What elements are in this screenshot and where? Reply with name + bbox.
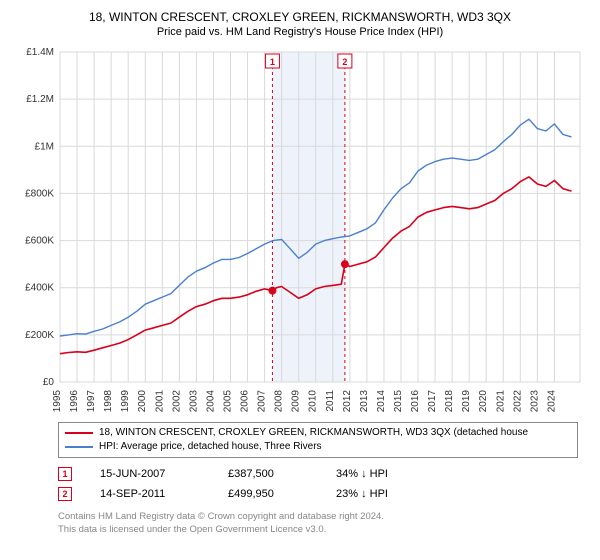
title-address: 18, WINTON CRESCENT, CROXLEY GREEN, RICK… — [10, 10, 590, 24]
sales-row: 2 14-SEP-2011 £499,950 23% ↓ HPI — [58, 484, 578, 504]
sale-marker-box: 2 — [58, 487, 72, 501]
svg-text:2002: 2002 — [171, 390, 182, 413]
svg-text:1998: 1998 — [103, 390, 114, 413]
svg-text:1999: 1999 — [120, 390, 131, 413]
sale-marker-box: 1 — [58, 467, 72, 481]
svg-text:£400K: £400K — [25, 283, 54, 294]
legend-box: 18, WINTON CRESCENT, CROXLEY GREEN, RICK… — [58, 422, 578, 458]
sale-hpi-delta: 34% ↓ HPI — [336, 464, 426, 484]
svg-text:£0: £0 — [43, 377, 55, 388]
legend-label: 18, WINTON CRESCENT, CROXLEY GREEN, RICK… — [99, 426, 528, 440]
sale-price: £387,500 — [228, 464, 308, 484]
svg-text:£1.4M: £1.4M — [26, 47, 54, 58]
svg-text:2024: 2024 — [546, 390, 557, 413]
svg-text:2017: 2017 — [427, 390, 438, 413]
legend-row: 18, WINTON CRESCENT, CROXLEY GREEN, RICK… — [65, 426, 571, 440]
svg-text:2011: 2011 — [325, 390, 336, 412]
titles: 18, WINTON CRESCENT, CROXLEY GREEN, RICK… — [10, 10, 590, 38]
svg-text:2022: 2022 — [512, 390, 523, 413]
sale-date: 15-JUN-2007 — [100, 464, 200, 484]
svg-text:£1.2M: £1.2M — [26, 94, 54, 105]
svg-text:2001: 2001 — [154, 390, 165, 413]
svg-text:2000: 2000 — [137, 390, 148, 413]
svg-text:2012: 2012 — [342, 390, 353, 413]
svg-text:2015: 2015 — [393, 390, 404, 413]
svg-text:1995: 1995 — [52, 390, 63, 413]
sales-table: 1 15-JUN-2007 £387,500 34% ↓ HPI 2 14-SEP-201… — [58, 464, 578, 504]
sale-date: 14-SEP-2011 — [100, 484, 200, 504]
svg-text:2004: 2004 — [205, 390, 216, 413]
svg-text:2009: 2009 — [291, 390, 302, 413]
svg-text:2007: 2007 — [257, 390, 268, 413]
sales-row: 1 15-JUN-2007 £387,500 34% ↓ HPI — [58, 464, 578, 484]
svg-text:1: 1 — [270, 57, 275, 67]
footer-line1: Contains HM Land Registry data © Crown c… — [58, 510, 578, 523]
svg-text:2020: 2020 — [478, 390, 489, 413]
svg-text:2010: 2010 — [308, 390, 319, 413]
svg-text:2018: 2018 — [444, 390, 455, 413]
sale-price: £499,950 — [228, 484, 308, 504]
svg-text:2006: 2006 — [240, 390, 251, 413]
svg-text:1996: 1996 — [69, 390, 80, 413]
chart-svg: £0 £200K £400K £600K £800K £1M £1.2M £1.4M 1995 1… — [10, 46, 590, 416]
svg-text:2019: 2019 — [461, 390, 472, 413]
svg-text:£1M: £1M — [35, 141, 54, 152]
chart-container: 18, WINTON CRESCENT, CROXLEY GREEN, RICK… — [0, 0, 600, 536]
svg-text:2021: 2021 — [495, 390, 506, 413]
legend-swatch — [65, 446, 93, 448]
legend-swatch — [65, 432, 93, 434]
svg-text:2013: 2013 — [359, 390, 370, 413]
svg-text:2: 2 — [342, 57, 347, 67]
footer-note: Contains HM Land Registry data © Crown c… — [58, 510, 578, 536]
title-subtitle: Price paid vs. HM Land Registry's House … — [10, 26, 590, 38]
svg-text:2005: 2005 — [222, 390, 233, 413]
svg-text:£600K: £600K — [25, 236, 54, 247]
svg-text:2016: 2016 — [410, 390, 421, 413]
footer-line2: This data is licensed under the Open Gov… — [58, 523, 578, 536]
svg-text:£800K: £800K — [25, 188, 54, 199]
svg-text:2023: 2023 — [529, 390, 540, 413]
legend-label: HPI: Average price, detached house, Thre… — [99, 440, 322, 454]
plot-area: £0 £200K £400K £600K £800K £1M £1.2M £1.4M 1995 1… — [10, 46, 590, 416]
legend-row: HPI: Average price, detached house, Thre… — [65, 440, 571, 454]
svg-text:£200K: £200K — [25, 330, 54, 341]
sale-hpi-delta: 23% ↓ HPI — [336, 484, 426, 504]
svg-text:2014: 2014 — [376, 390, 387, 413]
svg-text:2003: 2003 — [188, 390, 199, 413]
svg-text:2008: 2008 — [274, 390, 285, 413]
svg-text:1997: 1997 — [86, 390, 97, 413]
